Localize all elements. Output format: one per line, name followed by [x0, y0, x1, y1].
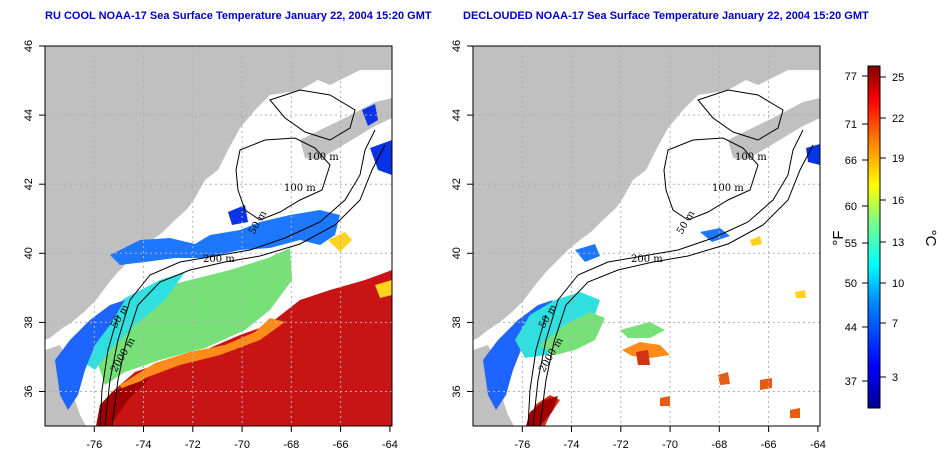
sst-blue-north	[228, 104, 392, 225]
contour-label: 100 m	[712, 183, 744, 194]
x-tick-label: -72	[185, 439, 201, 451]
x-tick-label: -66	[761, 439, 777, 451]
y-tick-label: 36	[23, 385, 35, 397]
x-tick-label: -72	[613, 439, 629, 451]
celsius-tick: 16	[892, 195, 904, 207]
fahrenheit-tick: 55	[845, 238, 857, 250]
y-tick-label: 38	[23, 316, 35, 328]
y-tick-label: 46	[451, 40, 463, 52]
x-tick-label: -74	[136, 439, 152, 451]
sst-gulf-stream-red	[100, 270, 392, 426]
y-tick-label: 46	[23, 40, 35, 52]
x-tick-label: -68	[283, 439, 299, 451]
sst-yellow-patch	[750, 236, 806, 298]
nova-scotia	[728, 98, 820, 160]
fahrenheit-tick: 77	[845, 71, 857, 83]
fahrenheit-tick: 71	[845, 119, 857, 131]
colorbar: 77 71 66 60 55 50 44 37 25 22 19 16 13 1…	[830, 65, 939, 409]
sst-dark-red-coast	[96, 378, 150, 426]
y-tick-label: 42	[23, 178, 35, 190]
y-tick-label: 38	[451, 316, 463, 328]
contour-label: 100 m	[284, 183, 316, 194]
x-tick-label: -76	[86, 439, 102, 451]
left-map-frame	[44, 45, 393, 427]
sst-orange-scatter	[660, 372, 800, 418]
sst-blue-north	[806, 144, 820, 165]
sst-blue-40N	[110, 210, 340, 265]
land-mass	[45, 46, 392, 340]
land-mass	[473, 46, 820, 340]
y-tick-label: 42	[451, 178, 463, 190]
left-map: 100 m 100 m 50 m 200 m 50 m 2000 m -76 -…	[23, 40, 398, 451]
bathymetry-contours	[99, 89, 386, 426]
celsius-label: °C	[922, 230, 939, 247]
celsius-tick: 3	[892, 372, 898, 384]
contour-label: 100 m	[307, 152, 339, 163]
x-tick-label: -68	[711, 439, 727, 451]
left-map-title: RU COOL NOAA-17 Sea Surface Temperature …	[45, 10, 432, 22]
right-map: 100 m 100 m 50 m 200 m 50 m 2000 m -76 -…	[451, 40, 826, 451]
x-tick-label: -64	[810, 439, 826, 451]
celsius-tick: 7	[892, 318, 898, 330]
x-tick-label: -76	[514, 439, 530, 451]
x-tick-label: -70	[662, 439, 678, 451]
celsius-tick: 10	[892, 278, 904, 290]
celsius-tick: 22	[892, 113, 904, 125]
celsius-tick: 19	[892, 153, 904, 165]
fahrenheit-tick: 66	[845, 155, 857, 167]
y-tick-label: 40	[451, 247, 463, 259]
y-tick-label: 44	[451, 109, 463, 121]
colorbar-gradient	[867, 65, 881, 409]
sst-coastal-blue	[55, 300, 125, 410]
y-tick-label: 40	[23, 247, 35, 259]
sst-orange-patch	[622, 342, 670, 358]
celsius-tick: 25	[892, 72, 904, 84]
contour-label: 100 m	[735, 152, 767, 163]
x-tick-label: -70	[234, 439, 250, 451]
contour-label: 200 m	[203, 254, 235, 265]
fahrenheit-tick: 60	[845, 201, 857, 213]
contour-label: 200 m	[631, 254, 663, 265]
sst-blue-40N	[575, 228, 730, 262]
x-tick-label: -64	[382, 439, 398, 451]
x-tick-label: -74	[564, 439, 580, 451]
sst-orange-band	[120, 318, 285, 395]
fahrenheit-tick: 37	[845, 376, 857, 388]
celsius-tick: 13	[892, 237, 904, 249]
sst-yellow-patch	[328, 232, 392, 298]
right-map-frame	[472, 45, 821, 427]
x-tick-label: -66	[333, 439, 349, 451]
sst-slope-cyan	[515, 292, 600, 358]
fahrenheit-tick: 44	[845, 322, 857, 334]
fahrenheit-label: °F	[830, 230, 847, 245]
y-tick-label: 44	[23, 109, 35, 121]
fahrenheit-tick: 50	[845, 278, 857, 290]
sst-shelf-green	[95, 248, 292, 385]
y-tick-label: 36	[451, 385, 463, 397]
right-map-title: DECLOUDED NOAA-17 Sea Surface Temperatur…	[463, 10, 869, 22]
bathymetry-contours	[527, 89, 814, 426]
